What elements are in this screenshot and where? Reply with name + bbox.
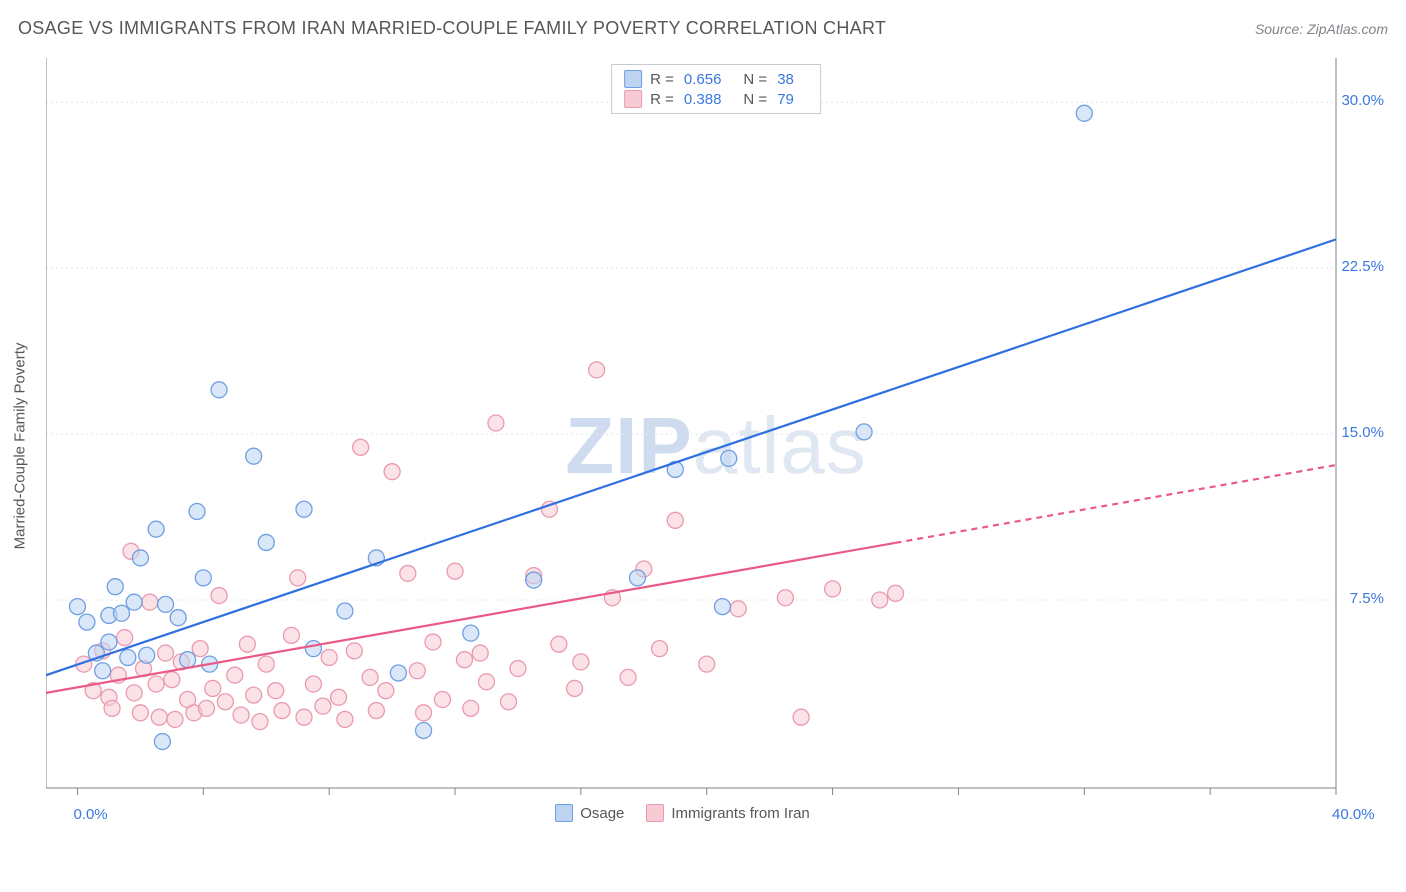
legend-swatch-osage — [555, 804, 573, 822]
n-label: N = — [743, 71, 767, 88]
y-axis-label: Married-Couple Family Poverty — [12, 343, 29, 550]
n-value-osage: 38 — [777, 71, 794, 88]
y-tick-label: 15.0% — [1341, 424, 1384, 441]
r-label: R = — [650, 71, 674, 88]
y-tick-label: 7.5% — [1350, 590, 1384, 607]
r-value-iran: 0.388 — [684, 91, 722, 108]
r-label: R = — [650, 91, 674, 108]
legend-label-osage: Osage — [580, 805, 624, 822]
source-prefix: Source: — [1255, 21, 1307, 37]
x-tick-label: 40.0% — [1332, 806, 1375, 823]
legend-swatch-osage — [624, 70, 642, 88]
title-bar: OSAGE VS IMMIGRANTS FROM IRAN MARRIED-CO… — [18, 18, 1388, 39]
r-value-osage: 0.656 — [684, 71, 722, 88]
legend-series: Osage Immigrants from Iran — [555, 804, 810, 822]
n-label: N = — [743, 91, 767, 108]
chart-title: OSAGE VS IMMIGRANTS FROM IRAN MARRIED-CO… — [18, 18, 886, 39]
y-tick-label: 22.5% — [1341, 258, 1384, 275]
legend-stats: R = 0.656 N = 38 R = 0.388 N = 79 — [611, 64, 821, 114]
scatter-plot — [46, 58, 1386, 834]
source-attribution: Source: ZipAtlas.com — [1255, 21, 1388, 37]
legend-swatch-iran — [646, 804, 664, 822]
source-name: ZipAtlas.com — [1307, 21, 1388, 37]
legend-item-iran: Immigrants from Iran — [646, 804, 809, 822]
n-value-iran: 79 — [777, 91, 794, 108]
x-tick-label: 0.0% — [73, 806, 107, 823]
legend-item-osage: Osage — [555, 804, 624, 822]
legend-stats-row-osage: R = 0.656 N = 38 — [624, 69, 808, 89]
legend-stats-row-iran: R = 0.388 N = 79 — [624, 89, 808, 109]
legend-swatch-iran — [624, 90, 642, 108]
legend-label-iran: Immigrants from Iran — [671, 805, 809, 822]
y-tick-label: 30.0% — [1341, 92, 1384, 109]
chart-area: Married-Couple Family Poverty ZIPatlas R… — [46, 58, 1386, 834]
